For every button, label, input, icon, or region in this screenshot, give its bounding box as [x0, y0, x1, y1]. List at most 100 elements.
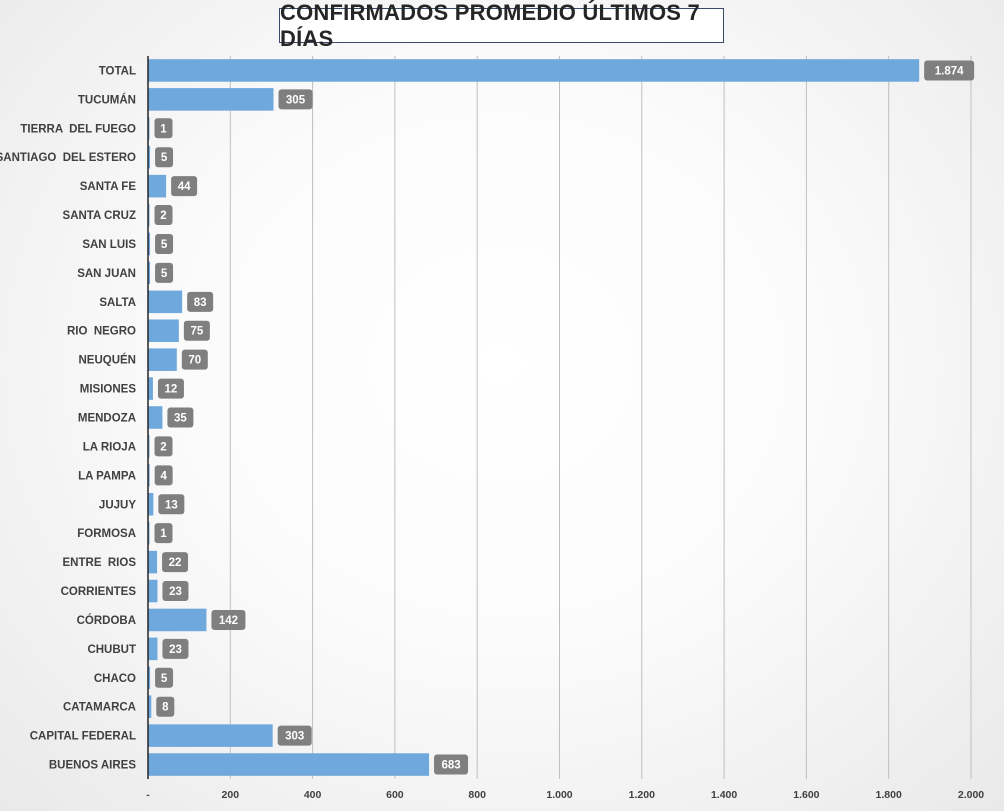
category-label: CAPITAL FEDERAL — [30, 731, 136, 743]
data-label: 142 — [219, 615, 238, 627]
data-label-box — [181, 349, 208, 370]
category-label: SAN JUAN — [77, 268, 136, 280]
data-label-box — [154, 205, 173, 226]
bar — [148, 348, 177, 371]
bar — [148, 232, 151, 256]
data-label: 13 — [165, 499, 178, 511]
category-label: MENDOZA — [78, 413, 136, 425]
bar — [148, 145, 151, 169]
category-label: BUENOS AIRES — [49, 760, 136, 772]
bar — [148, 550, 158, 574]
category-label: SALTA — [99, 297, 136, 309]
data-label: 22 — [169, 557, 182, 569]
data-label: 70 — [188, 355, 201, 367]
bar — [148, 406, 163, 429]
data-label-box — [924, 60, 975, 81]
bar — [148, 724, 273, 747]
data-label-box — [154, 523, 173, 544]
data-label-box — [155, 147, 174, 168]
data-label: 5 — [161, 673, 168, 685]
category-label: TIERRA DEL FUEGO — [20, 123, 136, 135]
data-label-box — [167, 407, 194, 428]
category-label: JUJUY — [99, 499, 136, 511]
data-label: 5 — [161, 268, 168, 280]
x-tick-label: 2.000 — [958, 789, 984, 801]
data-label-box — [155, 262, 174, 283]
data-label-box — [162, 581, 189, 602]
bar — [148, 174, 167, 198]
bar — [148, 377, 153, 400]
bar — [148, 88, 274, 111]
category-label: SAN LUIS — [82, 239, 136, 251]
data-label: 5 — [161, 239, 168, 251]
category-label: CHACO — [94, 673, 136, 685]
bar — [148, 290, 183, 314]
category-label: SANTIAGO DEL ESTERO — [0, 152, 136, 164]
data-label: 1.874 — [935, 65, 964, 77]
bar — [148, 608, 207, 632]
data-label-box — [162, 552, 189, 573]
data-label-box — [156, 696, 175, 717]
x-tick-label: 800 — [468, 789, 486, 801]
category-label: SANTA CRUZ — [63, 210, 136, 222]
data-label: 23 — [169, 644, 182, 656]
x-tick-label: 1.600 — [793, 789, 819, 801]
data-label: 2 — [160, 441, 166, 453]
category-label: LA PAMPA — [78, 470, 136, 482]
x-tick-label: 1.800 — [876, 789, 902, 801]
category-label: FORMOSA — [77, 528, 136, 540]
x-tick-label: 1.200 — [629, 789, 655, 801]
category-label: CÓRDOBA — [77, 614, 136, 627]
bar — [148, 666, 151, 690]
x-tick-label: 200 — [222, 789, 240, 801]
data-label-box — [155, 667, 174, 688]
data-label-box — [277, 725, 312, 746]
category-label: CORRIENTES — [61, 586, 137, 598]
category-label: SANTA FE — [80, 181, 137, 193]
data-label-box — [154, 436, 173, 457]
data-label: 2 — [160, 210, 166, 222]
data-label: 75 — [190, 326, 203, 338]
data-label-box — [211, 609, 246, 630]
x-tick-label: 600 — [386, 789, 404, 801]
x-tick-label: 1.000 — [546, 789, 572, 801]
x-tick-label: 400 — [304, 789, 322, 801]
x-tick-label: - — [146, 789, 150, 801]
data-label-box — [278, 89, 313, 110]
data-label-box — [158, 494, 185, 515]
data-label: 305 — [286, 94, 306, 106]
data-label: 12 — [165, 384, 178, 396]
bar — [148, 695, 152, 718]
data-label: 23 — [169, 586, 182, 598]
category-label: TOTAL — [99, 65, 136, 77]
data-label: 4 — [160, 470, 167, 482]
data-label-box — [157, 378, 184, 399]
category-label: MISIONES — [80, 384, 137, 396]
bar — [148, 753, 430, 776]
category-label: ENTRE RIOS — [63, 557, 137, 569]
category-label: CHUBUT — [87, 644, 136, 656]
data-label: 44 — [178, 181, 191, 193]
data-label-box — [171, 176, 198, 197]
x-tick-label: 1.400 — [711, 789, 737, 801]
data-label-box — [154, 465, 173, 486]
category-label: RIO NEGRO — [67, 326, 136, 338]
data-label-box — [155, 233, 174, 254]
data-label-box — [154, 118, 173, 139]
data-label: 83 — [194, 297, 207, 309]
category-label: NEUQUÉN — [78, 354, 136, 367]
bar — [148, 579, 158, 603]
data-label: 5 — [161, 152, 168, 164]
category-label: LA RIOJA — [83, 441, 136, 453]
data-label-box — [187, 291, 214, 312]
category-label: CATAMARCA — [63, 702, 136, 714]
data-label-box — [183, 320, 210, 341]
bar — [148, 464, 150, 487]
category-label: TUCUMÁN — [78, 93, 136, 106]
data-label: 1 — [160, 123, 167, 135]
data-label-box — [434, 754, 469, 775]
bar — [148, 637, 158, 661]
bar — [148, 319, 179, 343]
